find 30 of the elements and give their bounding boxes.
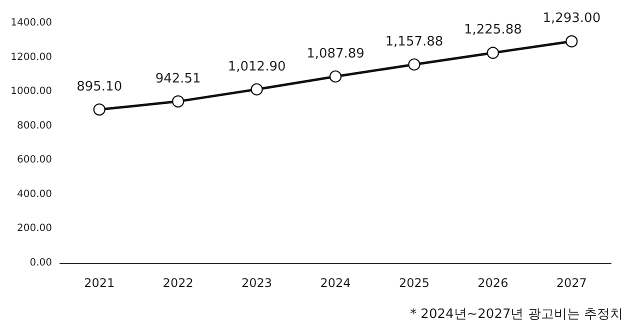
x-tick-label: 2023: [242, 276, 272, 290]
y-tick-label: 800.00: [17, 120, 52, 132]
data-label: 1,087.89: [306, 46, 364, 62]
data-label: 1,225.88: [464, 22, 522, 38]
point: [93, 103, 106, 116]
y-tick-label: 1200.00: [10, 52, 52, 63]
point: [172, 95, 184, 108]
point: [329, 70, 342, 83]
point: [486, 46, 500, 59]
y-tick-label: 400.00: [17, 188, 52, 200]
point: [566, 35, 578, 48]
data-label: 895.10: [76, 79, 122, 94]
y-tick-label: 1400.00: [10, 18, 52, 28]
x-tick-label: 2022: [162, 276, 194, 290]
x-tick-label: 2026: [478, 276, 508, 290]
y-tick-label: 1000.00: [10, 86, 52, 98]
y-tick-label: 600.00: [17, 154, 52, 166]
data-label: 942.51: [155, 71, 201, 86]
x-tick-label: 2024: [320, 276, 351, 290]
y-tick-label: 0.00: [30, 258, 52, 268]
data-label: 1,157.88: [385, 34, 444, 50]
x-tick-label: 2027: [556, 276, 587, 290]
data-label: 1,293.00: [542, 11, 601, 26]
y-tick-label: 200.00: [17, 223, 52, 234]
text: * 2024년~2027년 광고비는 추정치: [410, 307, 624, 322]
point: [250, 83, 263, 96]
data-label: 1,012.90: [228, 59, 286, 74]
point: [408, 58, 420, 71]
x-tick-label: 2025: [398, 276, 430, 290]
x-tick-label: 2021: [84, 276, 115, 290]
